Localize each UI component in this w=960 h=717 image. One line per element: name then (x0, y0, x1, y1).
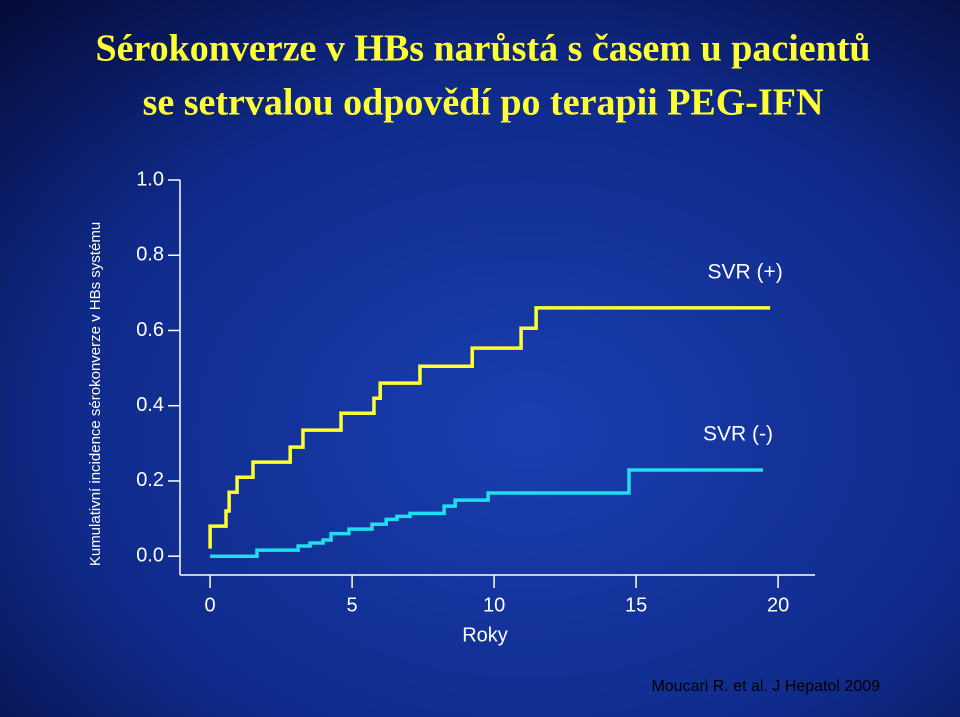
title-line: Sérokonverze v HBs narůstá s časem u pac… (95, 28, 870, 70)
citation: Moucari R. et al. J Hepatol 2009 (651, 678, 880, 695)
x-tick-label: 10 (483, 594, 505, 616)
y-tick-label: 0.8 (136, 244, 164, 266)
y-tick-label: 1.0 (136, 168, 164, 190)
x-tick-label: 5 (347, 594, 358, 616)
step-line (210, 468, 764, 558)
series-label: SVR (-) (703, 423, 773, 446)
y-tick-label: 0.6 (136, 319, 164, 341)
y-axis-label: Kumulativní incidence sérokonverze v HBs… (87, 222, 104, 566)
y-tick-label: 0.0 (136, 544, 164, 566)
x-tick-label: 20 (767, 594, 789, 616)
series-label: SVR (+) (707, 260, 782, 283)
x-axis-label: Roky (462, 624, 508, 646)
y-tick-label: 0.2 (136, 469, 164, 491)
y-tick-label: 0.4 (136, 394, 164, 416)
step-line (208, 306, 771, 549)
x-tick-label: 15 (625, 594, 647, 616)
x-tick-label: 0 (205, 594, 216, 616)
title-line: se setrvalou odpovědí po terapii PEG-IFN (143, 82, 824, 124)
